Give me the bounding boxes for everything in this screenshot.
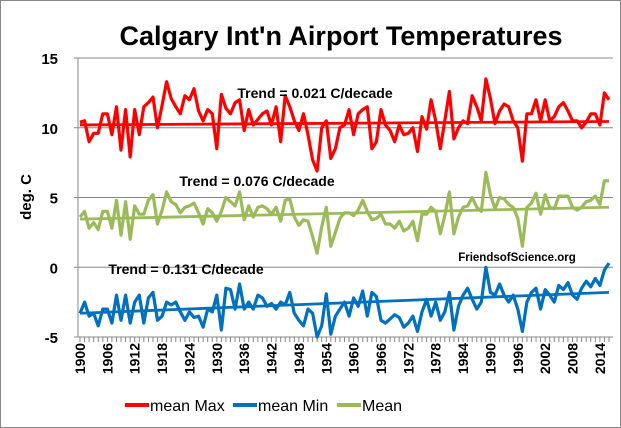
x-tick-label: 1954 [318, 343, 334, 374]
watermark-friendsofscience: FriendsofScience.org [458, 252, 576, 264]
trend-line-mean-max [79, 120, 610, 127]
x-tick-label: 1906 [99, 343, 115, 374]
x-tick-label: 1930 [209, 343, 225, 374]
x-tick-label: 1942 [264, 343, 280, 374]
trend-label-min: Trend = 0.131 C/decade [108, 261, 263, 277]
y-tick-label: 10 [41, 121, 58, 138]
series-line-mean-max [79, 77, 611, 173]
x-tick-label: 2002 [537, 343, 553, 374]
x-tick-label: 1972 [400, 343, 416, 374]
legend-label: mean Min [258, 398, 328, 415]
x-tick-label: 1984 [455, 343, 471, 374]
trend-label-mean: Trend = 0.076 C/decade [179, 173, 334, 189]
trend-label-max: Trend = 0.021 C/decade [237, 85, 392, 101]
x-tick-label: 1924 [181, 343, 197, 374]
x-tick-label: 1960 [346, 343, 362, 374]
x-tick-label: 1966 [373, 343, 389, 374]
legend-label: mean Max [150, 398, 225, 415]
x-tick-label: 1996 [510, 343, 526, 374]
x-tick-label: 1978 [428, 343, 444, 374]
x-tick-label: 2014 [592, 343, 608, 374]
trend-line-mean-min [79, 290, 610, 315]
x-tick-label: 1990 [482, 343, 498, 374]
x-tick-label: 1912 [127, 343, 143, 374]
x-tick-label: 1948 [291, 343, 307, 374]
x-tick-label: 1900 [72, 343, 88, 374]
x-tick-label: 1918 [154, 343, 170, 374]
trend-line-mean [79, 205, 610, 221]
x-tick-label: 1936 [236, 343, 252, 374]
y-tick-label: 0 [50, 260, 58, 277]
y-tick-label: 15 [41, 51, 58, 68]
x-tick-label: 2008 [565, 343, 581, 374]
chart-title: Calgary Int'n Airport Temperatures [119, 21, 562, 51]
y-tick-label: 5 [50, 191, 58, 208]
y-axis-label: deg. C [18, 174, 35, 220]
y-tick-label: -5 [45, 330, 58, 347]
legend-label: Mean [362, 398, 402, 415]
